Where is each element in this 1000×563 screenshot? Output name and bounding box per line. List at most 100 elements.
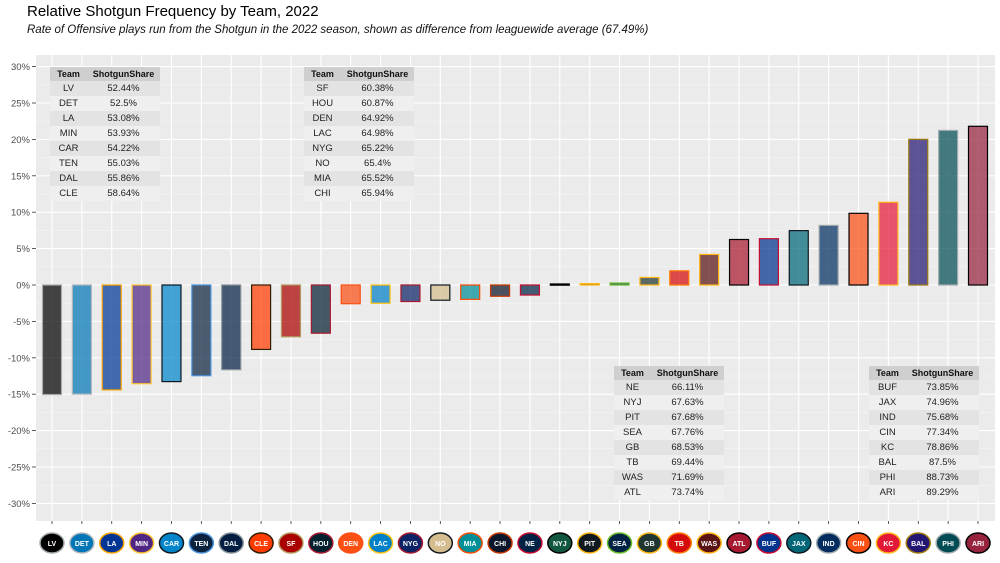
commanders-logo-icon: WAS: [696, 532, 722, 554]
logo-team-abbr: NE: [525, 541, 535, 548]
giants-logo-icon: NYG: [397, 532, 424, 554]
share-table-1: Team ShotgunShare LV 52.44% DET 52.5% LA 53.08%…: [50, 67, 160, 201]
share-cell: 52.44%: [87, 81, 160, 96]
logo-team-abbr: CIN: [852, 541, 864, 548]
share-cell: 65.52%: [341, 171, 414, 186]
seahawks-logo-icon: SEA: [606, 532, 633, 554]
share-cell: 88.73%: [906, 470, 979, 485]
table-row: BAL 87.5%: [869, 455, 979, 470]
cowboys-logo-icon: DAL: [218, 532, 244, 554]
chargers-logo-icon: LAC: [367, 532, 394, 554]
share-table-4: Team ShotgunShare BUF 73.85% JAX 74.96% IND 75.…: [869, 366, 979, 500]
logo-team-abbr: CHI: [494, 541, 506, 548]
y-tick-label: 15%: [11, 171, 31, 182]
bar-den: [340, 284, 361, 305]
logo-team-abbr: ATL: [732, 541, 746, 548]
table-header-row: Team ShotgunShare: [869, 366, 979, 380]
team-cell: LV: [50, 81, 87, 96]
logo-team-abbr: IND: [823, 541, 835, 548]
share-cell: 89.29%: [906, 485, 979, 500]
share-cell: 60.38%: [341, 81, 414, 96]
logo-team-abbr: LAC: [373, 541, 387, 548]
share-cell: 54.22%: [87, 141, 160, 156]
bengals-logo-icon: CIN: [845, 532, 872, 554]
team-cell: NYJ: [614, 395, 651, 410]
team-cell: WAS: [614, 470, 651, 485]
share-cell: 65.94%: [341, 186, 414, 201]
table-row: CAR 54.22%: [50, 141, 160, 156]
logo-team-abbr: SF: [286, 541, 296, 548]
team-cell: CAR: [50, 141, 87, 156]
team-column-header: Team: [614, 366, 651, 380]
team-cell: TEN: [50, 156, 87, 171]
logo-team-abbr: LA: [107, 541, 116, 548]
table-row: MIA 65.52%: [304, 171, 414, 186]
bar-det: [71, 284, 92, 395]
share-column-header: ShotgunShare: [341, 67, 414, 81]
table-row: LAC 64.98%: [304, 126, 414, 141]
logo-team-abbr: WAS: [701, 541, 717, 548]
team-cell: CLE: [50, 186, 87, 201]
logo-team-abbr: DEN: [343, 541, 358, 548]
share-cell: 67.76%: [651, 425, 724, 440]
bar-nyj: [549, 283, 570, 286]
table-row: DET 52.5%: [50, 96, 160, 111]
team-cell: MIA: [304, 171, 341, 186]
team-cell: BAL: [869, 455, 906, 470]
team-column-header: Team: [50, 67, 87, 81]
table-row: SEA 67.76%: [614, 425, 724, 440]
patriots-logo-icon: NE: [517, 532, 543, 554]
logo-team-abbr: BAL: [911, 541, 926, 548]
team-cell: GB: [614, 440, 651, 455]
share-cell: 74.96%: [906, 395, 979, 410]
logo-team-abbr: NYJ: [553, 541, 567, 548]
table-header-row: Team ShotgunShare: [50, 67, 160, 81]
table-row: KC 78.86%: [869, 440, 979, 455]
team-cell: TB: [614, 455, 651, 470]
team-column-header: Team: [304, 67, 341, 81]
jaguars-logo-icon: JAX: [786, 532, 812, 554]
packers-logo-icon: GB: [636, 532, 663, 554]
bar-ari: [967, 125, 989, 286]
share-cell: 73.74%: [651, 485, 724, 500]
team-cell: DEN: [304, 111, 341, 126]
table-row: NYJ 67.63%: [614, 395, 724, 410]
browns-logo-icon: CLE: [248, 532, 274, 554]
share-cell: 67.68%: [651, 410, 724, 425]
share-cell: 53.08%: [87, 111, 160, 126]
jets-logo-icon: NYJ: [547, 532, 573, 554]
table-row: MIN 53.93%: [50, 126, 160, 141]
table-header-row: Team ShotgunShare: [304, 67, 414, 81]
broncos-logo-icon: DEN: [337, 532, 364, 554]
table-row: ATL 73.74%: [614, 485, 724, 500]
logo-team-abbr: BUF: [762, 541, 777, 548]
share-cell: 66.11%: [651, 380, 724, 395]
table-row: SF 60.38%: [304, 81, 414, 96]
bar-phi: [938, 129, 959, 286]
share-column-header: ShotgunShare: [87, 67, 160, 81]
steelers-logo-icon: PIT: [576, 532, 603, 554]
logo-team-abbr: JAX: [792, 541, 806, 548]
share-cell: 73.85%: [906, 380, 979, 395]
table-row: LV 52.44%: [50, 81, 160, 96]
y-tick-label: -15%: [8, 390, 31, 401]
bar-atl: [728, 238, 750, 286]
table-row: PIT 67.68%: [614, 410, 724, 425]
logo-team-abbr: CLE: [254, 541, 268, 548]
table-row: TEN 55.03%: [50, 156, 160, 171]
lions-logo-icon: DET: [69, 532, 95, 554]
y-tick-label: -25%: [8, 463, 31, 474]
bar-jax: [788, 230, 809, 286]
share-column-header: ShotgunShare: [906, 366, 979, 380]
share-cell: 53.93%: [87, 126, 160, 141]
share-cell: 64.98%: [341, 126, 414, 141]
logo-team-abbr: HOU: [313, 541, 329, 548]
dolphins-logo-icon: MIA: [457, 532, 483, 554]
y-tick-label: 5%: [16, 244, 30, 255]
share-cell: 77.34%: [906, 425, 979, 440]
bar-cin: [848, 212, 869, 286]
panthers-logo-icon: CAR: [158, 532, 185, 554]
table-row: NO 65.4%: [304, 156, 414, 171]
team-cell: PIT: [614, 410, 651, 425]
